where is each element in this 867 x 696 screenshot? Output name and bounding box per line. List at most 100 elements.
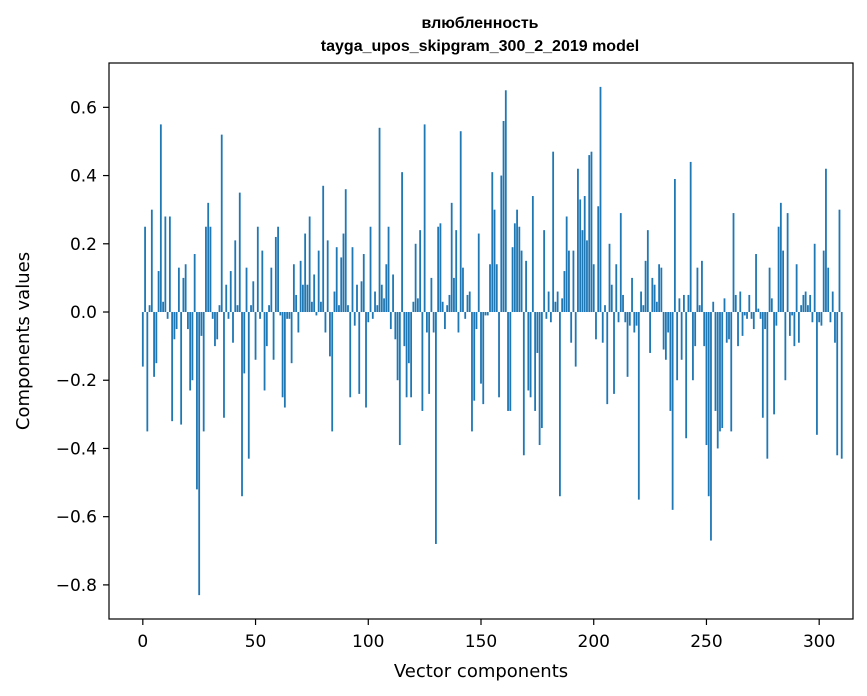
bar-269 bbox=[748, 294, 751, 313]
bar-206 bbox=[606, 312, 609, 405]
bar-100 bbox=[367, 312, 370, 323]
bar-96 bbox=[358, 312, 361, 394]
bar-241 bbox=[685, 312, 688, 439]
y-tick-label: 0.4 bbox=[70, 167, 97, 187]
bar-45 bbox=[243, 312, 246, 374]
bar-18 bbox=[182, 277, 185, 313]
bar-70 bbox=[299, 260, 302, 313]
bar-115 bbox=[401, 172, 403, 312]
y-tick-label: −0.2 bbox=[56, 371, 97, 391]
bar-83 bbox=[329, 312, 331, 357]
bar-85 bbox=[333, 291, 336, 313]
bar-253 bbox=[712, 301, 715, 312]
bar-106 bbox=[380, 284, 383, 313]
bar-107 bbox=[383, 298, 385, 312]
bar-215 bbox=[626, 312, 629, 377]
bar-8 bbox=[159, 124, 162, 313]
bar-17 bbox=[180, 312, 183, 425]
bar-101 bbox=[369, 226, 372, 313]
bar-130 bbox=[435, 312, 437, 544]
bar-295 bbox=[807, 305, 809, 312]
bar-127 bbox=[428, 312, 431, 394]
bar-256 bbox=[719, 312, 721, 432]
bar-112 bbox=[394, 312, 397, 340]
bar-3 bbox=[148, 305, 151, 312]
bar-276 bbox=[764, 312, 766, 330]
bar-30 bbox=[209, 226, 212, 313]
bar-105 bbox=[378, 127, 381, 313]
bar-212 bbox=[619, 213, 622, 313]
x-tick-label: 100 bbox=[352, 632, 384, 652]
bar-286 bbox=[786, 213, 789, 313]
bar-129 bbox=[432, 312, 435, 333]
bar-192 bbox=[574, 312, 577, 367]
bar-132 bbox=[439, 223, 442, 313]
bar-272 bbox=[755, 254, 757, 313]
bar-247 bbox=[698, 305, 701, 312]
bar-9 bbox=[162, 301, 165, 312]
bar-160 bbox=[502, 120, 505, 313]
bar-155 bbox=[491, 172, 494, 312]
bar-91 bbox=[347, 305, 349, 312]
bar-309 bbox=[838, 209, 841, 312]
bar-48 bbox=[250, 305, 252, 312]
bar-104 bbox=[376, 305, 379, 312]
bar-191 bbox=[572, 250, 575, 313]
bar-167 bbox=[518, 226, 521, 313]
bar-94 bbox=[353, 312, 356, 326]
bar-71 bbox=[301, 284, 304, 313]
bar-131 bbox=[437, 226, 440, 313]
bar-165 bbox=[513, 223, 516, 313]
bar-119 bbox=[410, 312, 413, 398]
bar-135 bbox=[446, 305, 449, 312]
bar-240 bbox=[683, 294, 685, 313]
bar-57 bbox=[270, 267, 273, 312]
bar-179 bbox=[545, 312, 548, 319]
bar-156 bbox=[493, 209, 496, 312]
bar-196 bbox=[583, 196, 586, 313]
bar-242 bbox=[687, 294, 690, 313]
bar-110 bbox=[389, 312, 392, 330]
bar-204 bbox=[601, 312, 604, 343]
y-axis-ticks: −0.8 −0.6 −0.4 −0.2 0.0 0.2 0.4 0.6 bbox=[56, 98, 109, 596]
bar-302 bbox=[822, 250, 825, 313]
bar-280 bbox=[773, 312, 775, 415]
bar-207 bbox=[608, 243, 611, 313]
bar-39 bbox=[229, 271, 232, 312]
bar-228 bbox=[655, 301, 658, 312]
bar-221 bbox=[640, 291, 642, 313]
bar-62 bbox=[281, 312, 284, 398]
bar-121 bbox=[414, 243, 417, 313]
bar-216 bbox=[628, 312, 631, 326]
x-tick-label: 300 bbox=[803, 632, 835, 652]
bar-54 bbox=[263, 312, 266, 391]
bar-68 bbox=[295, 294, 298, 313]
bar-233 bbox=[667, 312, 670, 333]
bar-235 bbox=[671, 312, 674, 510]
bar-290 bbox=[795, 264, 798, 312]
bar-87 bbox=[338, 305, 340, 312]
bar-246 bbox=[696, 267, 699, 312]
bar-184 bbox=[556, 291, 559, 313]
bar-219 bbox=[635, 312, 638, 326]
bar-182 bbox=[552, 151, 555, 313]
bar-288 bbox=[791, 312, 794, 316]
bar-133 bbox=[441, 301, 444, 312]
y-tick-label: −0.8 bbox=[56, 576, 97, 596]
bar-34 bbox=[218, 305, 221, 312]
bar-2 bbox=[146, 312, 149, 432]
bar-239 bbox=[680, 312, 683, 360]
bar-296 bbox=[809, 294, 812, 313]
bar-178 bbox=[543, 230, 546, 313]
bar-109 bbox=[387, 226, 390, 313]
bar-11 bbox=[166, 312, 169, 319]
bar-236 bbox=[673, 178, 676, 313]
bar-150 bbox=[480, 312, 482, 384]
bar-123 bbox=[419, 230, 422, 313]
bar-21 bbox=[189, 312, 192, 391]
bar-152 bbox=[484, 312, 487, 316]
bar-28 bbox=[205, 226, 207, 313]
bar-76 bbox=[313, 274, 316, 312]
bar-82 bbox=[326, 240, 329, 312]
bar-74 bbox=[308, 216, 311, 313]
